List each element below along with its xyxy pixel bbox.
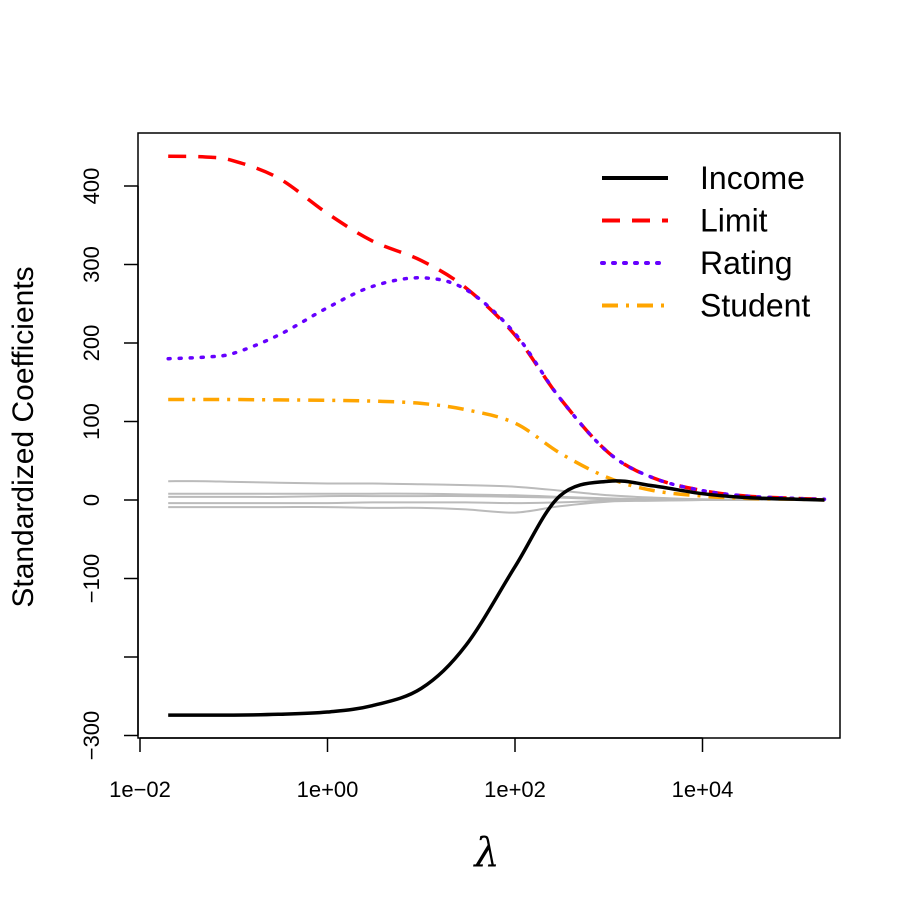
legend-label-limit: Limit [700,203,768,239]
series-line-income [168,479,825,717]
legend-label-income: Income [700,160,805,196]
y-tick-label: 100 [79,403,104,440]
series-line-student [168,397,825,502]
x-axis-title: λ [472,830,499,876]
y-tick-label: 0 [79,494,104,506]
x-tick-label: 1e+04 [672,777,734,802]
y-tick-label: 300 [79,246,104,283]
x-tick-label: 1e+02 [484,777,546,802]
y-tick-label: 200 [79,325,104,362]
other-coefficient-line [168,498,825,514]
plot-lines [166,154,827,717]
legend-label-rating: Rating [700,245,793,281]
x-tick-label: 1e−02 [109,777,171,802]
y-tick-label: −300 [79,711,104,761]
legend: Income Limit Rating Student [600,160,810,324]
y-axis: −300 −100 0 100 200 300 400 [79,168,139,761]
x-tick-label: 1e+00 [297,777,359,802]
series-line-limit [168,154,825,501]
series-line-rating [166,276,827,501]
y-tick-label: −100 [79,554,104,604]
x-axis: 1e−02 1e+00 1e+02 1e+04 [109,737,734,802]
legend-label-student: Student [700,288,810,324]
y-axis-title: Standardized Coefficients [7,266,40,607]
y-tick-label: 400 [79,168,104,205]
